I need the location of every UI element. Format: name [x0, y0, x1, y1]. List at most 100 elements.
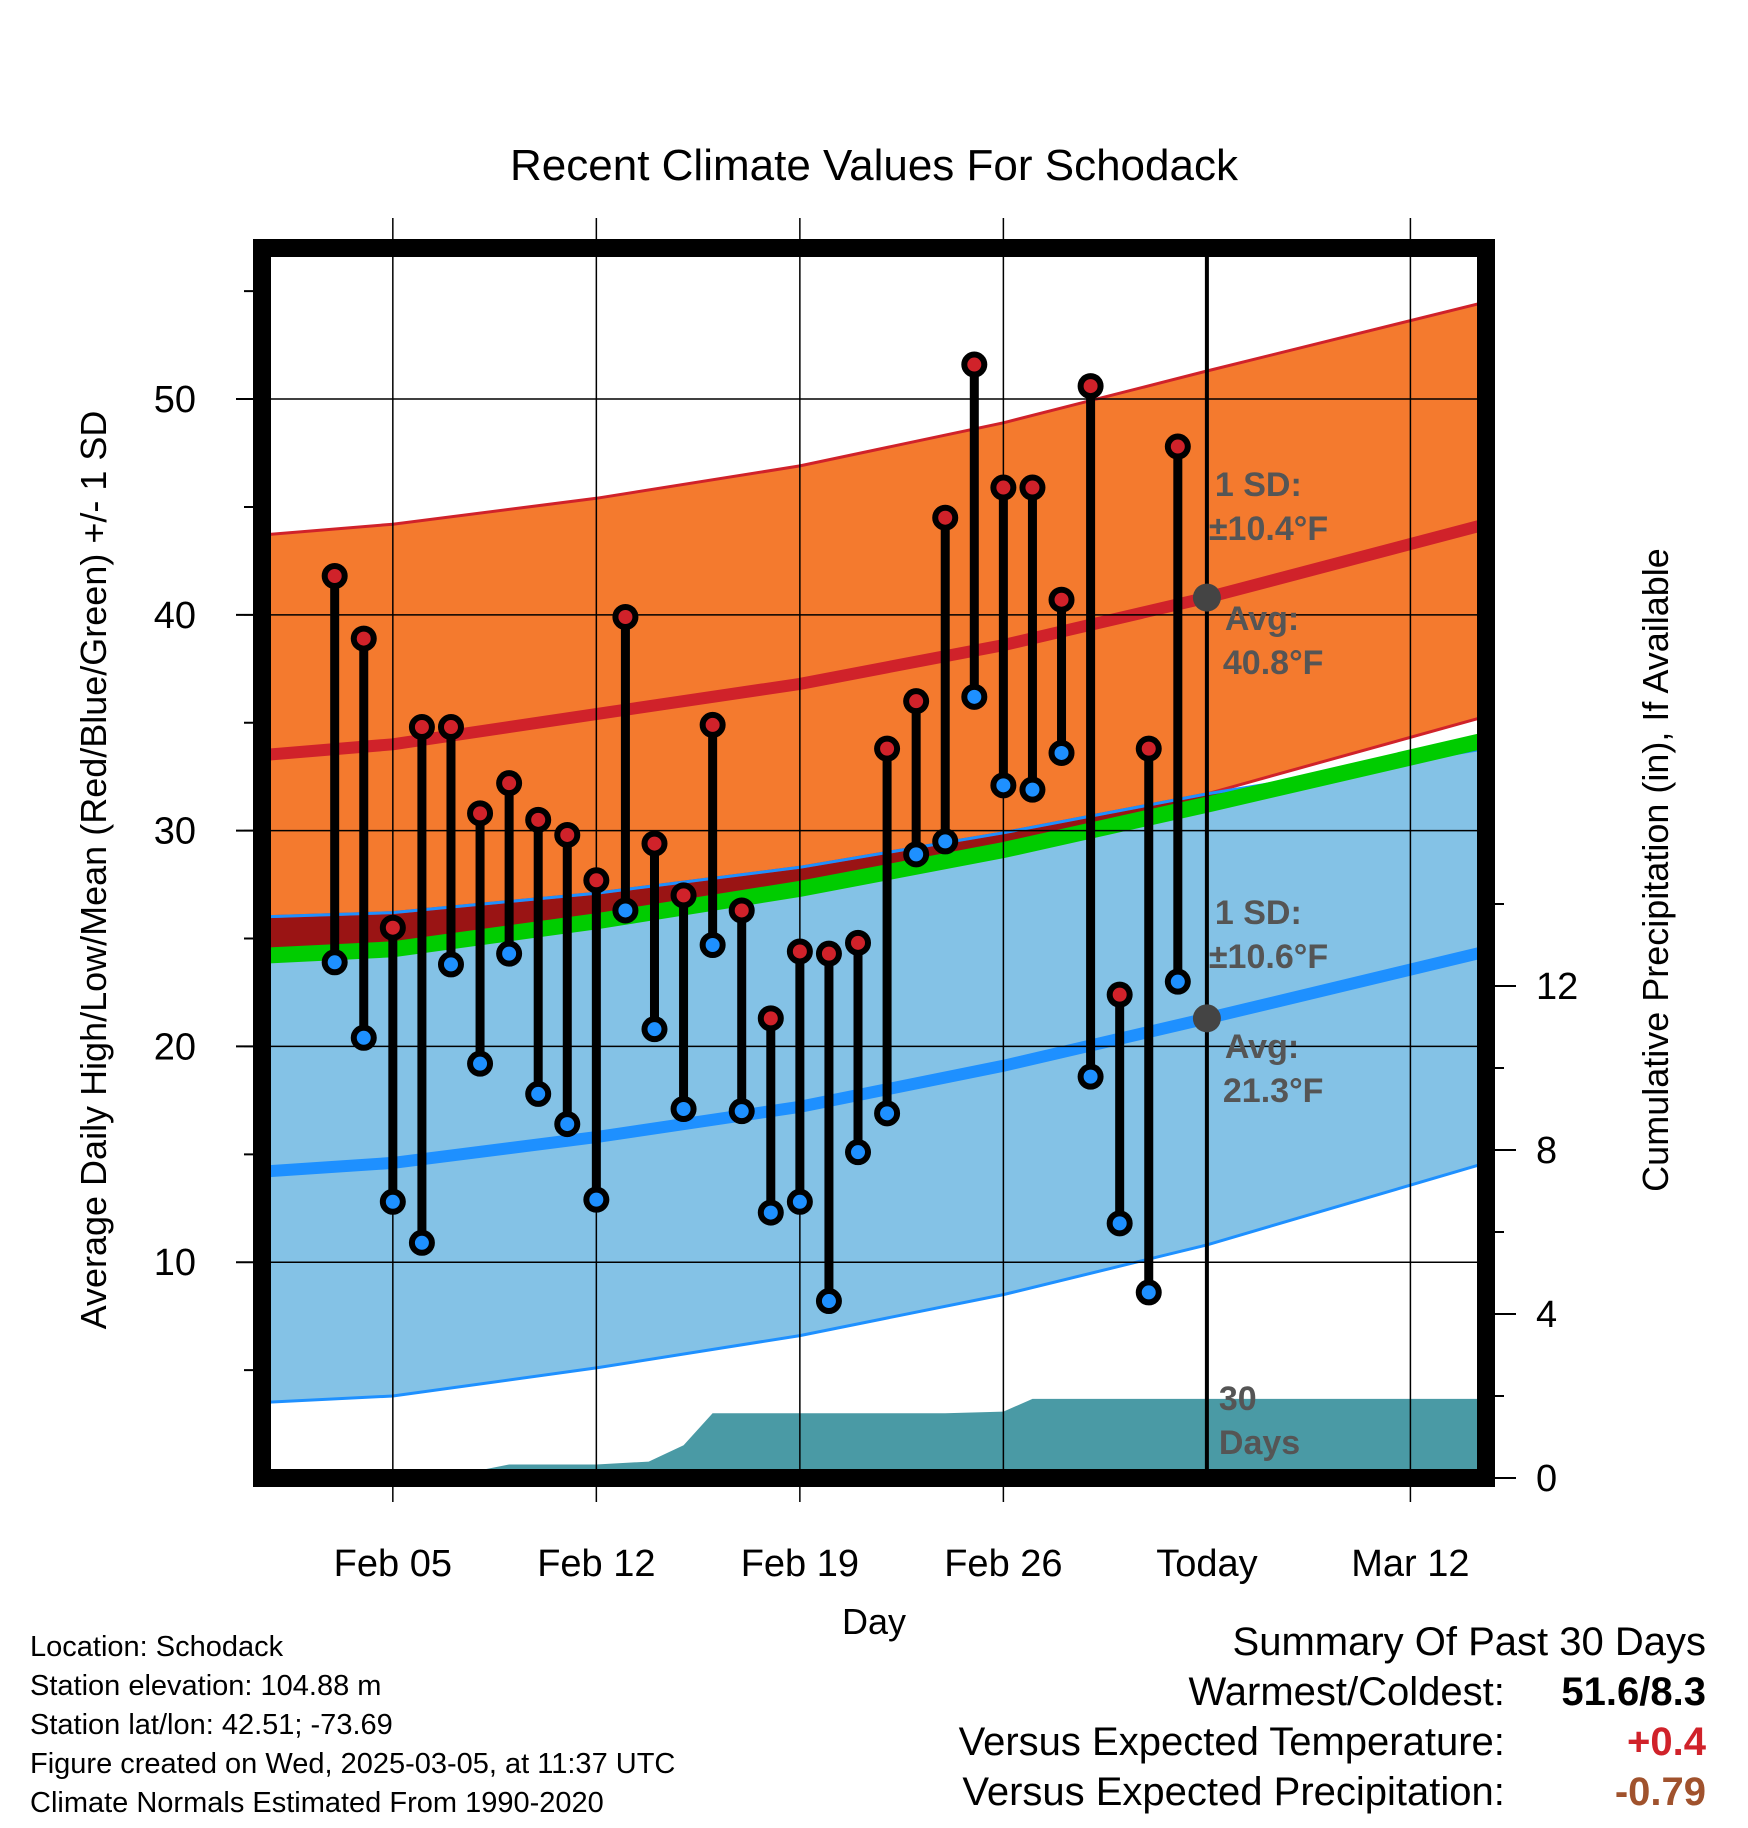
daily-low-point [670, 1096, 697, 1122]
daily-low-point [467, 1050, 494, 1077]
daily-low-point [350, 1024, 377, 1051]
daily-low-point [1135, 1279, 1162, 1306]
x-tick-label: Feb 05 [334, 1543, 452, 1585]
daily-low-point [757, 1199, 784, 1226]
plot-frame [253, 239, 1495, 1487]
station-info: Location: Schodack Station elevation: 10… [30, 1628, 675, 1823]
y-axis-label-right: Cumulative Precipitation (in), If Availa… [1635, 548, 1676, 1192]
x-axis-label: Day [842, 1601, 906, 1642]
x-tick-label: Feb 26 [944, 1543, 1062, 1585]
high-avg-label: Avg: [1225, 600, 1299, 638]
precip-value: -0.79 [1614, 1770, 1706, 1814]
daily-high-point [1077, 373, 1104, 400]
annotations: 1 SD: ±10.4°F Avg: 40.8°F 1 SD: ±10.6°F Avg: 21… [1209, 466, 1328, 1462]
summary-precip: Versus Expected Precipitation: -0.79 [959, 1770, 1706, 1820]
daily-high-point [1106, 981, 1133, 1008]
daily-low-point [1077, 1063, 1104, 1090]
daily-low-point [815, 1288, 842, 1315]
daily-high-point [699, 711, 726, 738]
daily-high-point [961, 351, 988, 378]
daily-high-point [1135, 735, 1162, 762]
high-sd-label: 1 SD: [1215, 466, 1302, 504]
y-axis-label-left: Average Daily High/Low/Mean (Red/Blue/Gr… [73, 411, 114, 1330]
daily-high-point [1048, 586, 1075, 613]
y-tick-label-left: 50 [154, 379, 196, 421]
low-sd-label: 1 SD: [1215, 894, 1302, 932]
daily-high-point [525, 806, 552, 833]
daily-low-point [525, 1080, 552, 1107]
x-tick-label: Feb 12 [537, 1543, 655, 1585]
daily-high-point [496, 770, 523, 797]
daily-low-point [583, 1186, 610, 1213]
daily-high-point [1019, 474, 1046, 501]
data-marks [321, 351, 1221, 1315]
summary-heading: Summary Of Past 30 Days [1232, 1620, 1706, 1664]
high-avg-today-marker [1192, 583, 1221, 612]
daily-low-point [437, 951, 464, 978]
daily-high-point [670, 882, 697, 909]
y-tick-label-left: 40 [154, 595, 196, 637]
daily-high-point [612, 604, 639, 630]
daily-low-point [786, 1188, 813, 1215]
daily-high-point [757, 1005, 784, 1032]
daily-low-point [641, 1016, 668, 1043]
daily-low-point [496, 940, 523, 967]
y-tick-label-right: 4 [1536, 1294, 1557, 1336]
low-sd-value: ±10.6°F [1209, 938, 1328, 976]
daily-low-point [612, 897, 639, 924]
summary-temp: Versus Expected Temperature: +0.4 [959, 1720, 1706, 1770]
normals-text: Climate Normals Estimated From 1990-2020 [30, 1787, 604, 1819]
daily-low-point [1019, 776, 1046, 803]
daily-high-point [990, 474, 1017, 501]
temp-value: +0.4 [1627, 1720, 1706, 1764]
daily-low-point [990, 772, 1017, 799]
chart-title: Recent Climate Values For Schodack [510, 141, 1239, 190]
daily-high-point [932, 504, 959, 531]
daily-low-point [1048, 739, 1075, 766]
daily-high-point [350, 625, 377, 652]
low-avg-label: Avg: [1225, 1028, 1299, 1066]
elevation-text: Station elevation: 104.88 m [30, 1670, 382, 1702]
window-label-days: Days [1219, 1424, 1300, 1462]
summary-panel: Summary Of Past 30 Days Warmest/Coldest:… [959, 1620, 1706, 1820]
warm-cold-value: 51.6/8.3 [1561, 1670, 1706, 1714]
low-avg-value: 21.3°F [1223, 1072, 1324, 1110]
location-text: Location: Schodack [30, 1631, 284, 1663]
daily-high-point [554, 821, 581, 848]
y-tick-label-left: 10 [154, 1242, 196, 1284]
created-text: Figure created on Wed, 2025-03-05, at 11… [30, 1748, 676, 1780]
daily-low-point [728, 1098, 755, 1125]
x-tick-label: Feb 19 [741, 1543, 859, 1585]
daily-high-point [437, 714, 464, 741]
x-tick-label: Mar 12 [1351, 1543, 1469, 1585]
daily-low-point [699, 932, 726, 958]
window-label-number: 30 [1219, 1380, 1257, 1418]
daily-low-point [554, 1111, 581, 1138]
x-tick-label: Today [1156, 1543, 1257, 1585]
daily-high-point [583, 867, 610, 894]
y-tick-label-left: 30 [154, 811, 196, 853]
daily-high-point [815, 940, 842, 967]
summary-warm-cold: Warmest/Coldest: 51.6/8.3 [959, 1670, 1707, 1720]
axis-ticks: Feb 05 Feb 12 Feb 19 Feb 26 Today Mar 12 10 20 3… [154, 290, 1578, 1585]
daily-high-point [903, 688, 930, 715]
high-sd-value: ±10.4°F [1209, 510, 1328, 548]
daily-high-point [874, 735, 901, 762]
low-avg-today-marker [1192, 1004, 1221, 1033]
temp-label: Versus Expected Temperature: [958, 1720, 1505, 1764]
daily-low-point [1106, 1210, 1133, 1237]
daily-low-point [321, 949, 348, 976]
daily-low-point [1164, 968, 1191, 995]
plot-area [262, 300, 1486, 1478]
daily-high-point [467, 800, 494, 827]
daily-low-point [845, 1139, 872, 1166]
daily-high-point [1164, 433, 1191, 460]
precipitation-area [262, 1398, 1486, 1478]
daily-low-point [874, 1100, 901, 1127]
precip-label: Versus Expected Precipitation: [962, 1770, 1505, 1814]
latlon-text: Station lat/lon: 42.51; -73.69 [30, 1709, 393, 1741]
daily-high-point [641, 830, 668, 857]
daily-high-point [379, 914, 406, 941]
daily-high-point [728, 897, 755, 924]
